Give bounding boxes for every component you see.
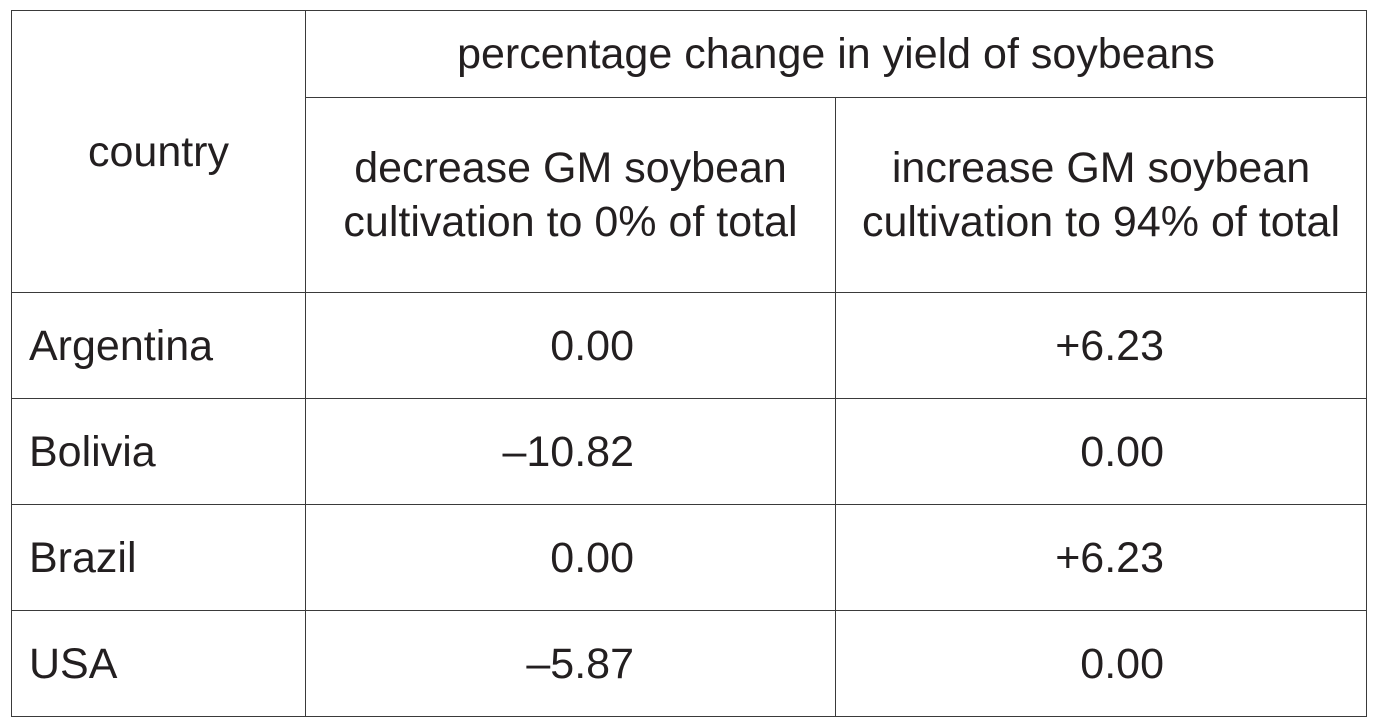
value-cell: 0.00 (835, 610, 1367, 717)
value-cell: –5.87 (305, 610, 836, 717)
data-table: country percentage change in yield of so… (11, 10, 1367, 717)
table-row: Argentina 0.00 +6.23 (11, 292, 1367, 399)
column-header: increase GM soybean cultivation to 94% o… (835, 97, 1367, 293)
country-cell: USA (11, 610, 306, 717)
column-header: decrease GM soybean cultivation to 0% of… (305, 97, 836, 293)
country-cell: Brazil (11, 504, 306, 611)
value-cell: 0.00 (305, 504, 836, 611)
value-cell: +6.23 (835, 292, 1367, 399)
table-row: USA –5.87 0.00 (11, 610, 1367, 717)
country-cell: Argentina (11, 292, 306, 399)
country-cell: Bolivia (11, 398, 306, 505)
value-cell: +6.23 (835, 504, 1367, 611)
country-header: country (11, 10, 306, 293)
value-cell: 0.00 (305, 292, 836, 399)
group-header: percentage change in yield of soybeans (305, 10, 1367, 98)
value-cell: –10.82 (305, 398, 836, 505)
value-cell: 0.00 (835, 398, 1367, 505)
table-row: Bolivia –10.82 0.00 (11, 398, 1367, 505)
table-body: Argentina 0.00 +6.23 Bolivia –10.82 0.00 Brazi… (11, 292, 1367, 717)
table-row: Brazil 0.00 +6.23 (11, 504, 1367, 611)
